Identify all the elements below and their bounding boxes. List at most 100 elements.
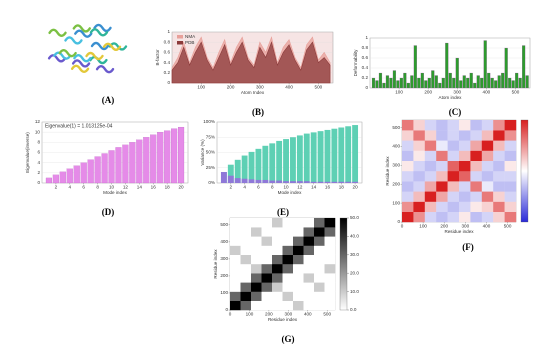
bar: [466, 77, 470, 89]
heat-cell: [424, 160, 437, 172]
x-tick-label: 100: [419, 224, 427, 229]
x-axis-label: Mode index: [278, 190, 302, 195]
y-tick-label: 4: [37, 160, 40, 165]
bar: [66, 168, 73, 184]
bar: [518, 77, 522, 89]
bar: [52, 174, 59, 184]
heat-cell: [293, 273, 304, 283]
heat-cell: [303, 264, 315, 274]
colorbar-label: 30.0: [350, 252, 359, 257]
helix: [73, 53, 92, 63]
heat-cell: [293, 245, 304, 255]
bar: [494, 80, 498, 89]
heat-cell: [230, 245, 241, 255]
x-tick-label: 6: [82, 185, 85, 190]
heat-cell: [470, 120, 482, 131]
y-tick-label: 12: [35, 119, 41, 124]
x-tick-label: 2: [55, 185, 58, 190]
heat-cell: [261, 273, 273, 283]
bar: [290, 137, 296, 183]
heat-cell: [504, 160, 517, 172]
heat-cell: [424, 211, 437, 223]
y-tick-label: 0: [167, 80, 170, 85]
heat-cell: [413, 150, 425, 161]
bar: [522, 45, 526, 89]
y-tick-label: 0: [225, 307, 228, 312]
helix: [108, 42, 128, 51]
heat-cell: [282, 245, 294, 255]
heat-cell: [282, 273, 294, 283]
heat-cell: [272, 291, 283, 301]
heat-cell: [261, 254, 273, 265]
x-tick-label: 4: [69, 185, 72, 190]
bar: [427, 77, 431, 89]
heat-cell: [481, 201, 494, 212]
heat-cell: [272, 218, 283, 228]
heat-cell: [447, 211, 460, 223]
bar: [164, 130, 171, 184]
bar: [511, 80, 515, 89]
heat-cell: [481, 191, 494, 202]
heat-cell: [314, 300, 325, 311]
x-axis-label: Mode index: [103, 190, 127, 195]
bar: [108, 150, 115, 184]
x-tick-label: 14: [137, 185, 143, 190]
heat-cell: [251, 218, 262, 228]
bar: [378, 72, 383, 89]
colorbar-label: 40.0: [350, 234, 359, 239]
bar: [136, 139, 143, 184]
y-tick-label: 100: [392, 200, 400, 205]
heat-cell: [436, 140, 448, 151]
panel-label: (E): [277, 207, 289, 217]
heat-cell: [402, 181, 414, 192]
heat-cell: [303, 273, 315, 283]
bar: [389, 77, 393, 89]
heat-cell: [240, 245, 252, 255]
bar: [452, 77, 456, 89]
bar: [469, 72, 473, 89]
heat-cell: [240, 227, 252, 237]
heat-cell: [303, 218, 315, 228]
bar: [87, 159, 94, 184]
bar: [375, 80, 379, 89]
heat-cell: [314, 236, 325, 246]
heat-cell: [272, 245, 283, 255]
heat-cell: [272, 227, 283, 237]
heat-cell: [240, 236, 252, 246]
y-tick-label: 75%: [206, 134, 215, 139]
bar: [310, 132, 317, 183]
heat-cell: [493, 171, 505, 182]
y-tick-label: 10: [35, 129, 41, 134]
heat-cell: [303, 291, 315, 301]
heat-cell: [424, 130, 437, 141]
x-tick-label: 8: [271, 185, 274, 190]
heat-cell: [282, 264, 294, 274]
helix: [53, 51, 72, 60]
x-tick-label: 500: [512, 90, 520, 95]
heat-cell: [470, 211, 482, 223]
heat-cell: [230, 291, 241, 301]
bar: [262, 179, 269, 183]
y-tick-label: 0.6: [164, 50, 171, 55]
heat-cell: [459, 171, 471, 182]
bar: [501, 72, 505, 89]
heat-cell: [324, 264, 336, 274]
heat-cell: [251, 273, 262, 283]
x-tick-label: 500: [504, 224, 512, 229]
heat-cell: [251, 245, 262, 255]
helix: [47, 54, 67, 63]
heat-cell: [402, 130, 414, 141]
bar: [345, 126, 352, 183]
bar: [352, 125, 359, 183]
y-tick-label: 0: [365, 85, 368, 90]
heat-cell: [324, 291, 336, 301]
helix: [93, 23, 112, 33]
heat-cell: [459, 120, 471, 131]
helix: [48, 28, 67, 38]
heat-cell: [261, 236, 273, 246]
heat-cell: [272, 236, 283, 246]
heat-cell: [459, 130, 471, 141]
bar: [490, 77, 494, 89]
x-tick-label: 400: [285, 85, 293, 90]
bar: [406, 82, 410, 89]
